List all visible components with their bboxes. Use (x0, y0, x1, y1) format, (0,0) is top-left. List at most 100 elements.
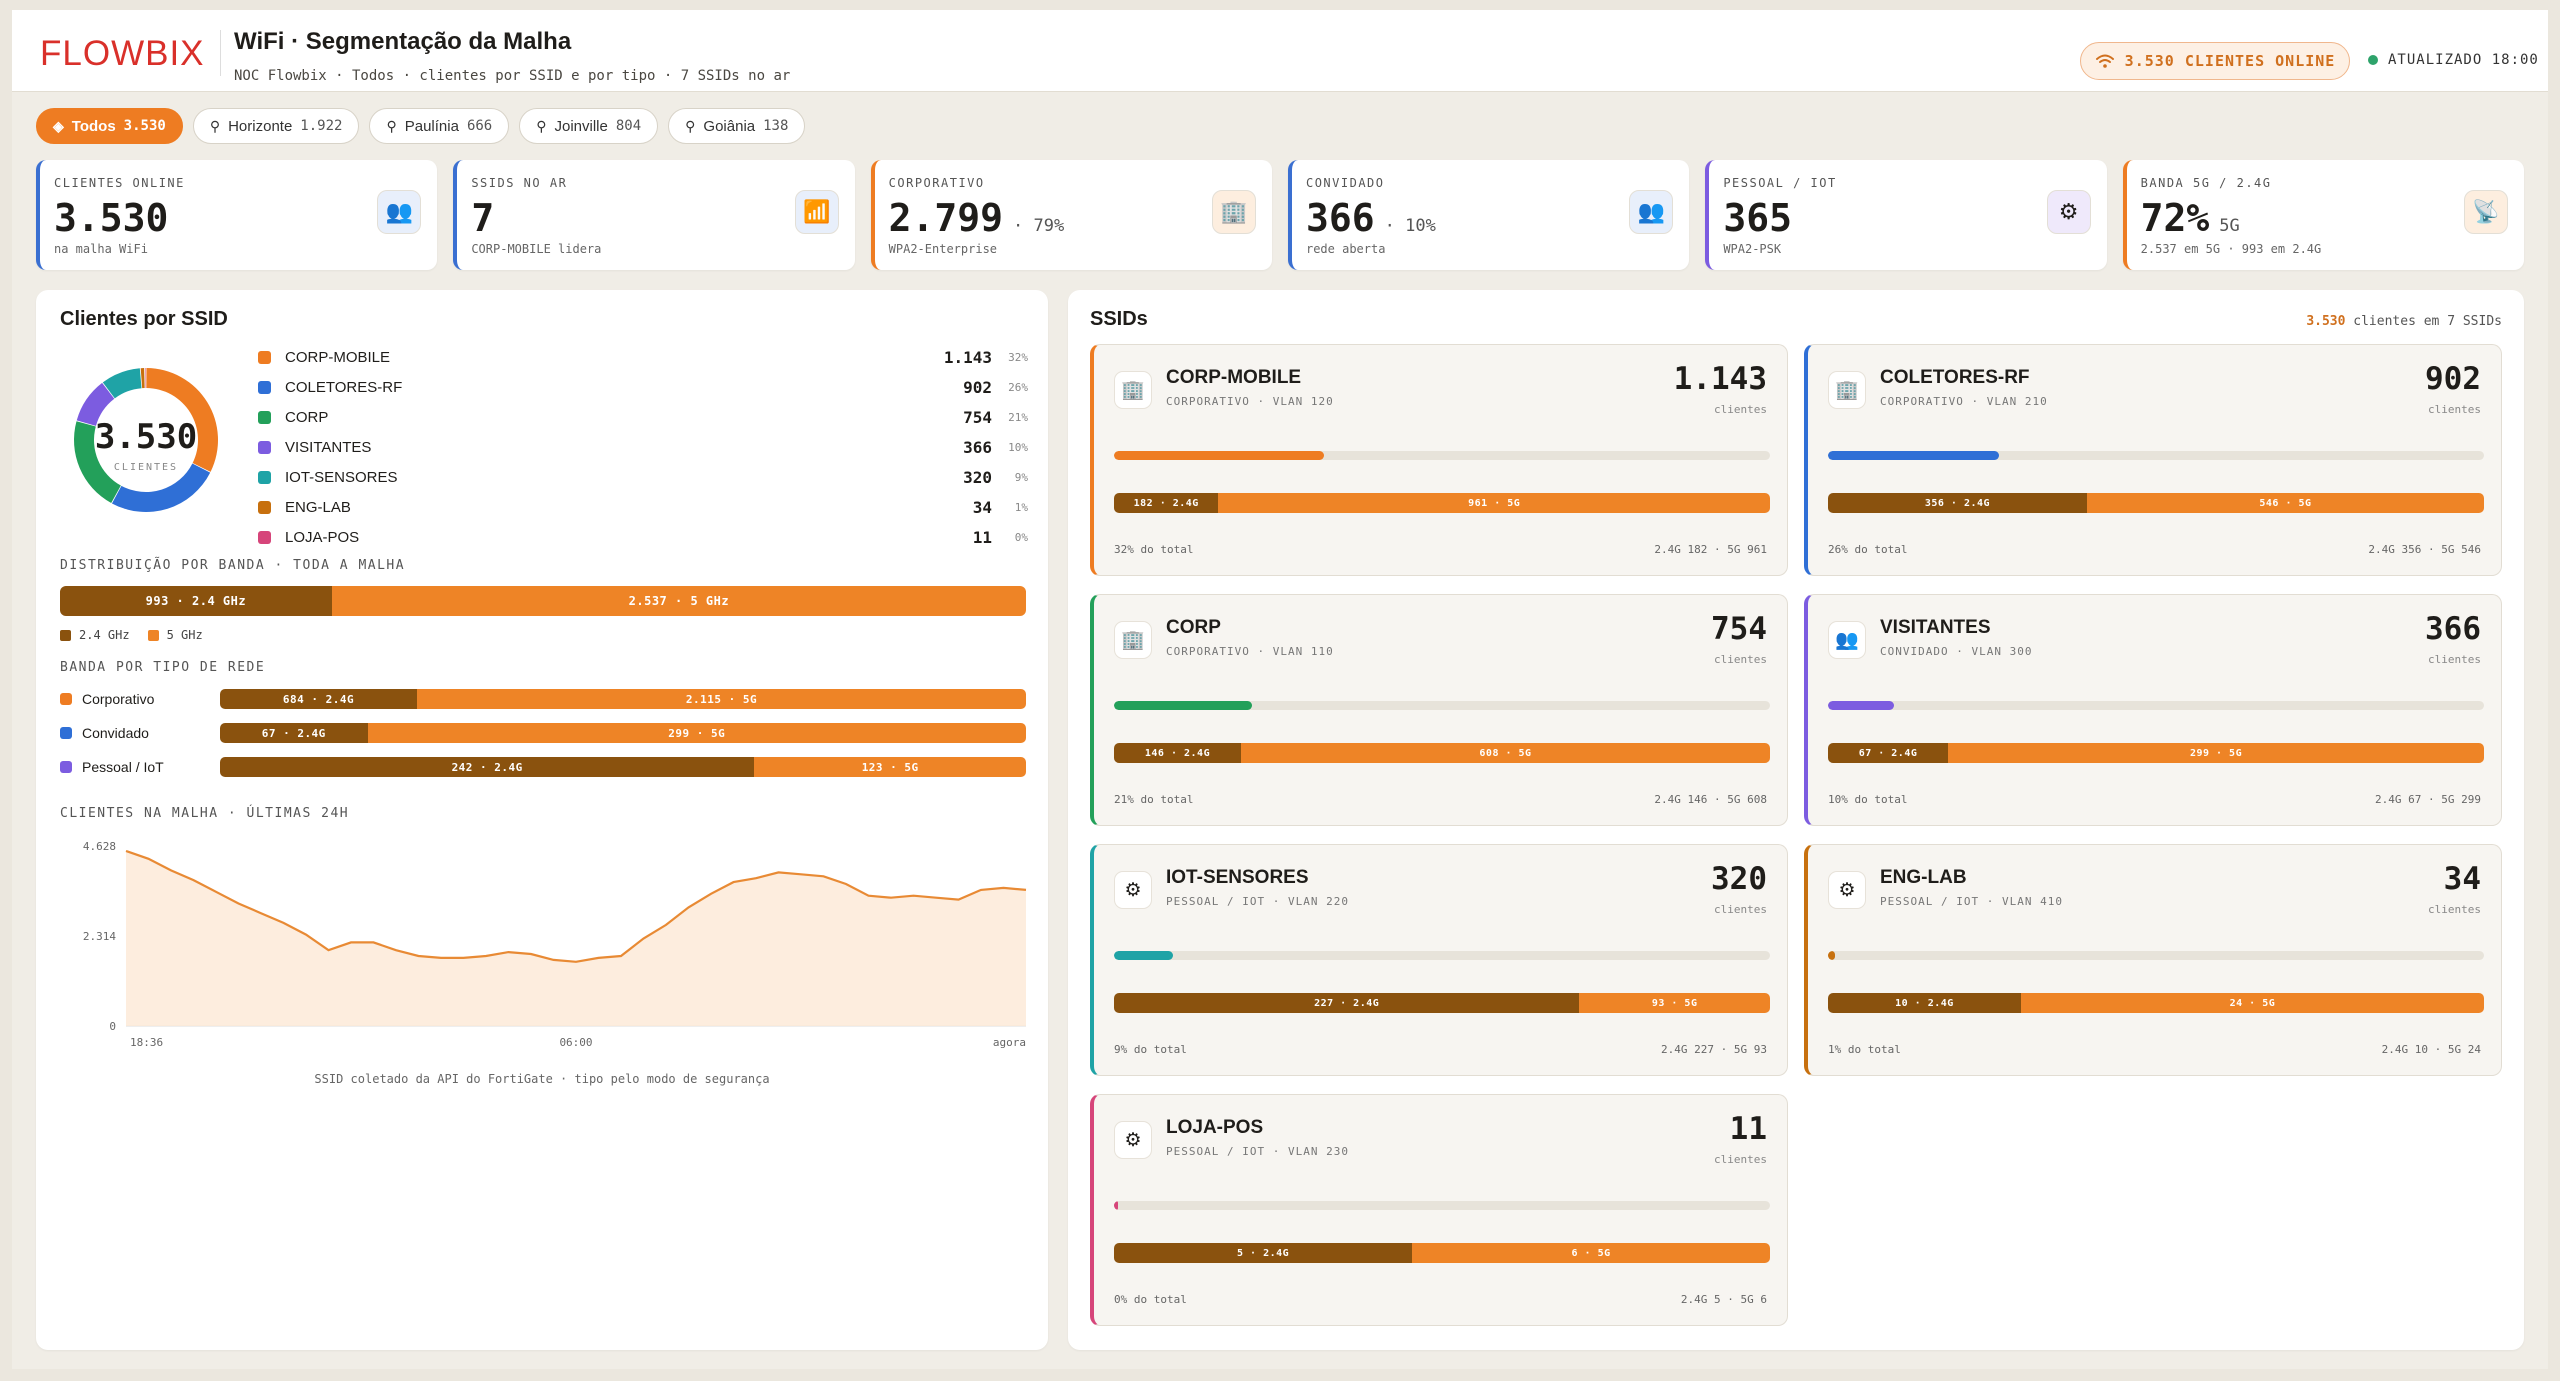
ssids-summary-text: clientes em 7 SSIDs (2353, 314, 2502, 329)
ssid-band-text: 2.4G 227 · 5G 93 (1661, 1043, 1767, 1056)
donut-slice-corp[interactable] (73, 421, 121, 504)
ssid-clients: 34 (2443, 861, 2481, 897)
y-tick-label: 4.628 (83, 840, 116, 853)
legend-item-iot-sensores[interactable]: IOT-SENSORES 320 9% (258, 462, 1028, 492)
legend-item-eng-lab[interactable]: ENG-LAB 34 1% (258, 492, 1028, 522)
type-5-segment: 2.115 · 5G (416, 689, 1026, 709)
legend-pct: 32% (1008, 350, 1028, 364)
legend-name: VISITANTES (285, 438, 372, 456)
updated-text: ATUALIZADO 18:00 (2388, 52, 2539, 68)
legend-item-corp[interactable]: CORP 754 21% (258, 402, 1028, 432)
ssid-card-loja-pos[interactable]: ⚙ LOJA-POS PESSOAL / IOT · VLAN 230 11 c… (1090, 1094, 1788, 1326)
guests-icon: 👥 (1828, 621, 1866, 659)
legend-value: 320 (963, 467, 992, 487)
donut-slice-visitantes[interactable] (76, 382, 115, 426)
ssid-sub: PESSOAL / IOT · VLAN 410 (1880, 895, 2063, 908)
ssid-legend: CORP-MOBILE 1.143 32% COLETORES-RF 902 2… (258, 342, 1028, 552)
legend-pct: 1% (1014, 500, 1028, 514)
ssid-card-corp-mobile[interactable]: 🏢 CORP-MOBILE CORPORATIVO · VLAN 120 1.1… (1090, 344, 1788, 576)
donut-slice-corp-mobile[interactable] (146, 368, 219, 472)
filter-chip-paulinia[interactable]: ⚲ Paulínia 666 (369, 108, 510, 144)
kpi-sub: na malha WiFi (54, 242, 148, 256)
donut-slice-iot-sensores[interactable] (102, 368, 142, 399)
type-band-bar: 684 · 2.4G 2.115 · 5G (220, 689, 1026, 709)
kpi-label: PESSOAL / IOT (1723, 176, 1837, 190)
ssid-share-fill (1114, 1201, 1118, 1210)
donut-slice-coletores-rf[interactable] (111, 463, 211, 512)
ssid-share-track (1114, 1201, 1770, 1210)
legend-item-corp-mobile[interactable]: CORP-MOBILE 1.143 32% (258, 342, 1028, 372)
ssid-clients: 1.143 (1673, 361, 1767, 397)
kpi-value-row: 3.530 (54, 196, 421, 240)
kpi-value-row: 2.799 · 79% (889, 196, 1256, 240)
legend-swatch (258, 440, 271, 454)
ssid-name: IOT-SENSORES (1166, 867, 1309, 888)
ssid-sub: CORPORATIVO · VLAN 210 (1880, 395, 2048, 408)
kpi-row: CLIENTES ONLINE 3.530 na malha WiFi 👥 SSI… (36, 160, 2524, 270)
legend-item-coletores-rf[interactable]: COLETORES-RF 902 26% (258, 372, 1028, 402)
kpi-sub: CORP-MOBILE lidera (471, 242, 602, 256)
ssid-card-corp[interactable]: 🏢 CORP CORPORATIVO · VLAN 110 754 client… (1090, 594, 1788, 826)
filter-count: 804 (615, 118, 642, 134)
kpi-value-row: 365 (1723, 196, 2090, 240)
ssid-card-eng-lab[interactable]: ⚙ ENG-LAB PESSOAL / IOT · VLAN 410 34 cl… (1804, 844, 2502, 1076)
filter-count: 3.530 (123, 118, 166, 134)
kpi-value: 2.799 (888, 196, 1004, 240)
ssid-card-iot-sensores[interactable]: ⚙ IOT-SENSORES PESSOAL / IOT · VLAN 220 … (1090, 844, 1788, 1076)
updated-status: ATUALIZADO 18:00 (2368, 52, 2539, 68)
flowbix-logo[interactable]: FLOWBIX (40, 34, 205, 73)
legend-value: 11 (972, 527, 992, 547)
type-label: Pessoal / IoT (82, 759, 164, 775)
header-divider (220, 30, 221, 76)
donut-slice-loja-pos[interactable] (145, 368, 146, 389)
ssid-clients: 754 (1711, 611, 1767, 647)
band-legend: 2.4 GHz 5 GHz (60, 628, 203, 642)
kpi-label: SSIDS NO AR (471, 176, 568, 190)
ssid-24-segment: 227 · 2.4G (1114, 993, 1580, 1013)
kpi-sub: 2.537 em 5G · 993 em 2.4G (2140, 242, 2322, 256)
legend-name: COLETORES-RF (285, 378, 403, 396)
ssid-share-fill (1828, 951, 1835, 960)
ssid-sub: CORPORATIVO · VLAN 110 (1166, 645, 1334, 658)
clients-online-text: 3.530 CLIENTES ONLINE (2124, 52, 2336, 70)
legend-item-visitantes[interactable]: VISITANTES 366 10% (258, 432, 1028, 462)
legend-item-loja-pos[interactable]: LOJA-POS 11 0% (258, 522, 1028, 552)
kpi-value-row: 72% 5G (2141, 196, 2508, 240)
pin-icon: ⚲ (386, 117, 397, 134)
guests-icon: 👥 (1629, 190, 1674, 234)
ssid-band-bar: 5 · 2.4G 6 · 5G (1114, 1243, 1770, 1263)
legend-24ghz: 2.4 GHz (60, 628, 130, 642)
legend-name: CORP (285, 408, 329, 426)
ssid-donut-chart: 3.530 CLIENTES (73, 368, 219, 512)
ssid-band-bar: 67 · 2.4G 299 · 5G (1828, 743, 2484, 763)
users-icon: 👥 (377, 190, 422, 234)
donut-slice-eng-lab[interactable] (140, 368, 145, 389)
legend-pct: 10% (1008, 440, 1028, 454)
legend-value: 754 (963, 407, 992, 427)
ssid-5-segment: 6 · 5G (1412, 1243, 1770, 1263)
kpi-sub: WPA2-PSK (1723, 242, 1782, 256)
clients-by-ssid-panel: Clientes por SSID 3.530 CLIENTES CORP-MO… (36, 290, 1048, 1350)
clients-online-pill[interactable]: 3.530 CLIENTES ONLINE (2080, 42, 2350, 80)
filter-chip-goiania[interactable]: ⚲ Goiânia 138 (668, 108, 806, 144)
type-row-0: Corporativo 684 · 2.4G 2.115 · 5G (60, 688, 1050, 710)
ssid-unit: clientes (1714, 903, 1767, 916)
kpi-value: 3.530 (54, 196, 169, 240)
type-swatch (60, 727, 72, 739)
band-by-type-title: BANDA POR TIPO DE REDE (60, 660, 266, 675)
x-tick-label: agora (993, 1036, 1026, 1049)
pin-icon: ⚲ (536, 117, 547, 134)
ssid-card-visitantes[interactable]: 👥 VISITANTES CONVIDADO · VLAN 300 366 cl… (1804, 594, 2502, 826)
filter-label: Paulínia (404, 117, 459, 135)
ssid-card-coletores-rf[interactable]: 🏢 COLETORES-RF CORPORATIVO · VLAN 210 90… (1804, 344, 2502, 576)
kpi-extra: 5G (2219, 216, 2240, 236)
filter-chip-horizonte[interactable]: ⚲ Horizonte 1.922 (192, 108, 360, 144)
ssid-band-bar: 182 · 2.4G 961 · 5G (1114, 493, 1770, 513)
filter-chip-joinville[interactable]: ⚲ Joinville 804 (519, 108, 659, 144)
type-swatch (60, 761, 72, 773)
filter-chip-todos[interactable]: ◈ Todos 3.530 (36, 108, 183, 144)
legend-name: LOJA-POS (285, 528, 360, 546)
type-label: Corporativo (82, 691, 155, 707)
kpi-card-3: CONVIDADO 366 · 10% rede aberta 👥 (1287, 160, 1690, 270)
kpi-card-2: CORPORATIVO 2.799 · 79% WPA2-Enterprise 🏢 (870, 160, 1272, 270)
